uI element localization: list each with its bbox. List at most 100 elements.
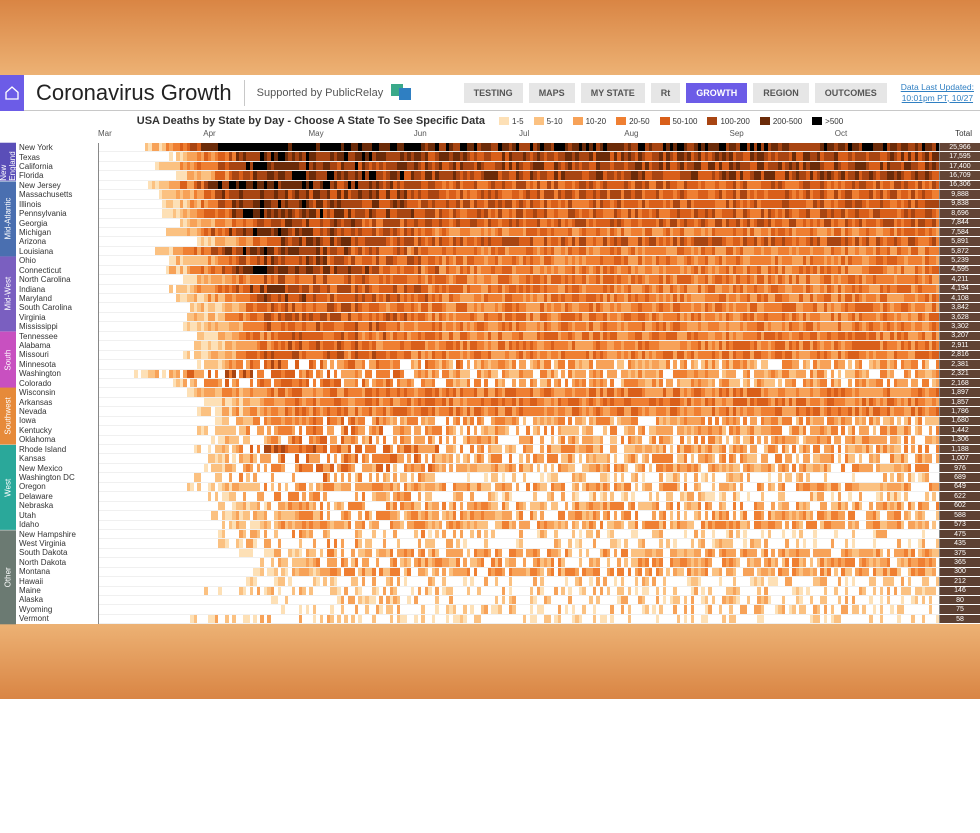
state-label[interactable]: Iowa [19,416,98,425]
heatmap-row[interactable] [99,388,940,397]
heatmap-row[interactable] [99,436,940,445]
state-label[interactable]: Washington [19,369,98,378]
region-other[interactable]: Other [0,530,16,624]
state-label[interactable]: Minnesota [19,360,98,369]
nav-region[interactable]: REGION [753,83,809,103]
heatmap-row[interactable] [99,530,940,539]
heatmap-row[interactable] [99,587,940,596]
state-label[interactable]: Montana [19,567,98,576]
state-label[interactable]: California [19,162,98,171]
state-label[interactable]: Louisiana [19,247,98,256]
heatmap-row[interactable] [99,181,940,190]
heatmap-row[interactable] [99,285,940,294]
state-label[interactable]: Indiana [19,284,98,293]
heatmap-row[interactable] [99,577,940,586]
state-label[interactable]: South Dakota [19,548,98,557]
state-label[interactable]: Ohio [19,256,98,265]
heatmap-row[interactable] [99,407,940,416]
state-label[interactable]: Vermont [19,614,98,623]
heatmap-row[interactable] [99,237,940,246]
heatmap-row[interactable] [99,511,940,520]
heatmap-row[interactable] [99,219,940,228]
heatmap-row[interactable] [99,152,940,161]
heatmap-row[interactable] [99,492,940,501]
state-label[interactable]: Maine [19,586,98,595]
state-label[interactable]: Rhode Island [19,445,98,454]
heatmap-row[interactable] [99,162,940,171]
state-label[interactable]: Missouri [19,350,98,359]
region-south[interactable]: South [0,332,16,389]
state-label[interactable]: New York [19,143,98,152]
region-west[interactable]: West [0,445,16,530]
state-label[interactable]: Delaware [19,492,98,501]
state-label[interactable]: Massachusetts [19,190,98,199]
state-label[interactable]: Florida [19,171,98,180]
heatmap-row[interactable] [99,190,940,199]
state-label[interactable]: Idaho [19,520,98,529]
heatmap-row[interactable] [99,539,940,548]
state-label[interactable]: Alaska [19,595,98,604]
heatmap-row[interactable] [99,303,940,312]
home-button[interactable] [0,75,24,111]
heatmap-row[interactable] [99,558,940,567]
state-label[interactable]: Washington DC [19,473,98,482]
region-mid-west[interactable]: Mid-West [0,256,16,331]
heatmap-row[interactable] [99,294,940,303]
heatmap-row[interactable] [99,521,940,530]
heatmap-row[interactable] [99,417,940,426]
state-label[interactable]: Wyoming [19,605,98,614]
heatmap-row[interactable] [99,266,940,275]
heatmap-row[interactable] [99,313,940,322]
nav-my-state[interactable]: MY STATE [581,83,645,103]
heatmap-row[interactable] [99,615,940,624]
state-label[interactable]: South Carolina [19,303,98,312]
heatmap-row[interactable] [99,322,940,331]
state-label[interactable]: Kentucky [19,426,98,435]
region-mid-atlantic[interactable]: Mid-Atlantic [0,181,16,256]
heatmap-row[interactable] [99,379,940,388]
state-label[interactable]: Mississippi [19,322,98,331]
heatmap-row[interactable] [99,426,940,435]
heatmap-row[interactable] [99,454,940,463]
state-label[interactable]: Texas [19,152,98,161]
heatmap-row[interactable] [99,256,940,265]
state-label[interactable]: Nevada [19,407,98,416]
state-label[interactable]: West Virginia [19,539,98,548]
state-label[interactable]: North Dakota [19,558,98,567]
heatmap-row[interactable] [99,332,940,341]
heatmap-row[interactable] [99,200,940,209]
heatmap-row[interactable] [99,275,940,284]
state-label[interactable]: Arkansas [19,397,98,406]
heatmap-row[interactable] [99,360,940,369]
state-label[interactable]: Colorado [19,379,98,388]
state-label[interactable]: Nebraska [19,501,98,510]
state-label[interactable]: Utah [19,510,98,519]
heatmap-row[interactable] [99,171,940,180]
state-label[interactable]: North Carolina [19,275,98,284]
heatmap[interactable] [98,143,940,624]
state-label[interactable]: Kansas [19,454,98,463]
state-label[interactable]: Oklahoma [19,435,98,444]
nav-outcomes[interactable]: OUTCOMES [815,83,887,103]
state-label[interactable]: Illinois [19,200,98,209]
nav-testing[interactable]: TESTING [464,83,523,103]
state-label[interactable]: Hawaii [19,576,98,585]
heatmap-row[interactable] [99,247,940,256]
heatmap-row[interactable] [99,209,940,218]
heatmap-row[interactable] [99,549,940,558]
state-label[interactable]: Oregon [19,482,98,491]
region-southwest[interactable]: Southwest [0,388,16,445]
heatmap-row[interactable] [99,445,940,454]
state-label[interactable]: Tennessee [19,331,98,340]
heatmap-row[interactable] [99,568,940,577]
heatmap-row[interactable] [99,464,940,473]
state-label[interactable]: Connecticut [19,265,98,274]
heatmap-row[interactable] [99,351,940,360]
state-label[interactable]: Virginia [19,313,98,322]
nav-growth[interactable]: GROWTH [686,83,747,103]
heatmap-row[interactable] [99,483,940,492]
state-label[interactable]: Georgia [19,218,98,227]
heatmap-row[interactable] [99,228,940,237]
region-new-england[interactable]: New England [0,143,16,181]
state-label[interactable]: New Hampshire [19,529,98,538]
